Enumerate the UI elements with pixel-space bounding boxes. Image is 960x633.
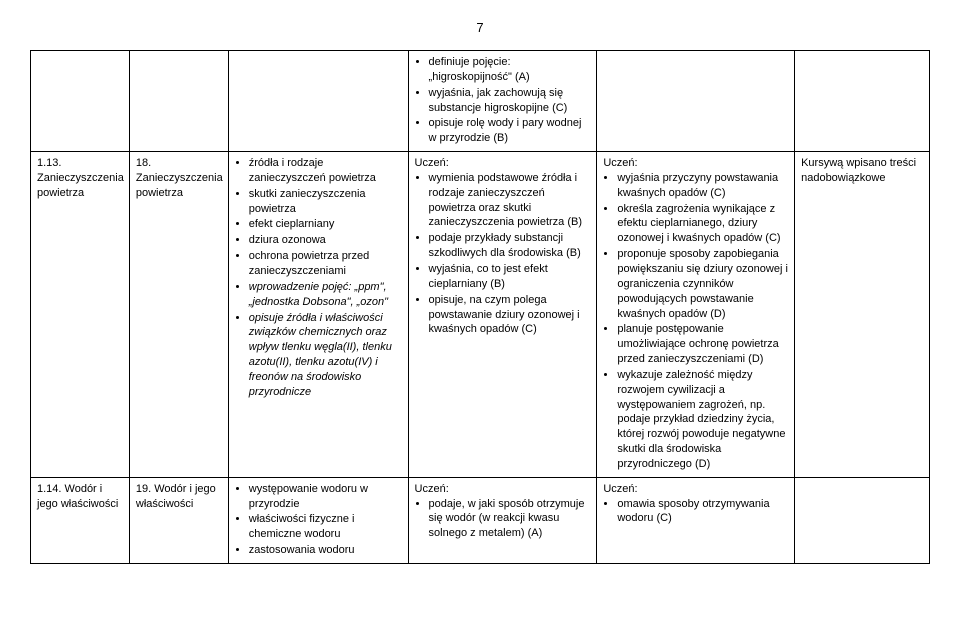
list-item: definiuje pojęcie: „higroskopijność" (A) — [429, 55, 591, 85]
cell-empty — [228, 51, 408, 152]
bullet-list: podaje, w jaki sposób otrzymuje się wodó… — [415, 497, 591, 542]
list-item: wyjaśnia, jak zachowują się substancje h… — [429, 86, 591, 116]
list-item: dziura ozonowa — [249, 233, 402, 248]
bullet-list: definiuje pojęcie: „higroskopijność" (A)… — [415, 55, 591, 146]
cell-content: definiuje pojęcie: „higroskopijność" (A)… — [408, 51, 597, 152]
cell-lesson-number: 19. Wodór i jego właściwości — [129, 477, 228, 563]
cell-topic-number: 1.13. Zanieczyszczenia powietrza — [31, 152, 130, 478]
bullet-list: omawia sposoby otrzymywania wodoru (C) — [603, 497, 788, 527]
cell-header: Uczeń: — [603, 157, 637, 169]
cell-content: Uczeń: omawia sposoby otrzymywania wodor… — [597, 477, 795, 563]
list-item: opisuje, na czym polega powstawanie dziu… — [429, 293, 591, 338]
table-row: 1.13. Zanieczyszczenia powietrza 18. Zan… — [31, 152, 930, 478]
cell-topic-number: 1.14. Wodór i jego właściwości — [31, 477, 130, 563]
cell-content: występowanie wodoru w przyrodzie właściw… — [228, 477, 408, 563]
table-row: definiuje pojęcie: „higroskopijność" (A)… — [31, 51, 930, 152]
list-item: opisuje rolę wody i pary wodnej w przyro… — [429, 116, 591, 146]
list-item: wyjaśnia, co to jest efekt cieplarniany … — [429, 262, 591, 292]
list-item: omawia sposoby otrzymywania wodoru (C) — [617, 497, 788, 527]
cell-empty — [795, 51, 930, 152]
cell-header: Uczeń: — [415, 157, 449, 169]
list-item: skutki zanieczyszczenia powietrza — [249, 187, 402, 217]
cell-header: Uczeń: — [415, 483, 449, 495]
cell-empty — [597, 51, 795, 152]
list-item: źródła i rodzaje zanieczyszczeń powietrz… — [249, 156, 402, 186]
cell-empty — [129, 51, 228, 152]
page-number: 7 — [30, 20, 930, 35]
list-item: podaje przykłady substancji szkodliwych … — [429, 231, 591, 261]
list-item: planuje postępowanie umożliwiające ochro… — [617, 322, 788, 367]
list-item: ochrona powietrza przed zanieczyszczenia… — [249, 249, 402, 279]
cell-content: źródła i rodzaje zanieczyszczeń powietrz… — [228, 152, 408, 478]
table-row: 1.14. Wodór i jego właściwości 19. Wodór… — [31, 477, 930, 563]
cell-lesson-number: 18. Zanieczyszczenia powietrza — [129, 152, 228, 478]
cell-header: Uczeń: — [603, 483, 637, 495]
list-item: wprowadzenie pojęć: „ppm", „jednostka Do… — [249, 280, 402, 310]
bullet-list: wyjaśnia przyczyny powstawania kwaśnych … — [603, 171, 788, 472]
bullet-list: wymienia podstawowe źródła i rodzaje zan… — [415, 171, 591, 337]
cell-content: Uczeń: wymienia podstawowe źródła i rodz… — [408, 152, 597, 478]
curriculum-table: definiuje pojęcie: „higroskopijność" (A)… — [30, 50, 930, 564]
list-item: wyjaśnia przyczyny powstawania kwaśnych … — [617, 171, 788, 201]
bullet-list: występowanie wodoru w przyrodzie właściw… — [235, 482, 402, 558]
bullet-list: źródła i rodzaje zanieczyszczeń powietrz… — [235, 156, 402, 400]
list-item: podaje, w jaki sposób otrzymuje się wodó… — [429, 497, 591, 542]
list-item: występowanie wodoru w przyrodzie — [249, 482, 402, 512]
list-item: właściwości fizyczne i chemiczne wodoru — [249, 512, 402, 542]
list-item: proponuje sposoby zapobiegania powiększa… — [617, 247, 788, 321]
list-item: zastosowania wodoru — [249, 543, 402, 558]
list-item: wykazuje zależność między rozwojem cywil… — [617, 368, 788, 472]
cell-content: Uczeń: wyjaśnia przyczyny powstawania kw… — [597, 152, 795, 478]
list-item: opisuje źródła i właściwości związków ch… — [249, 311, 402, 400]
cell-empty — [795, 477, 930, 563]
list-item: określa zagrożenia wynikające z efektu c… — [617, 202, 788, 247]
cell-note: Kursywą wpisano treści nadobowiązkowe — [795, 152, 930, 478]
list-item: wymienia podstawowe źródła i rodzaje zan… — [429, 171, 591, 230]
list-item: efekt cieplarniany — [249, 217, 402, 232]
cell-content: Uczeń: podaje, w jaki sposób otrzymuje s… — [408, 477, 597, 563]
cell-empty — [31, 51, 130, 152]
